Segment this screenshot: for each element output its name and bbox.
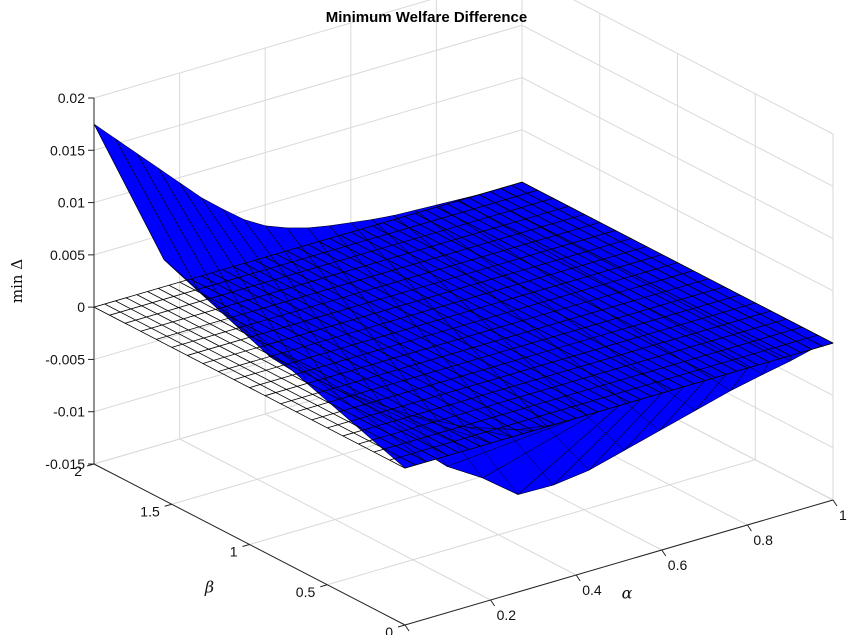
alpha-tick [575, 574, 581, 582]
surface-mesh-line [93, 124, 165, 260]
beta-tick-label: 0 [385, 624, 393, 635]
plane-mesh-line [249, 262, 678, 389]
surface-mesh-line [457, 199, 763, 375]
alpha-tick-label: 1 [839, 507, 847, 523]
plane-mesh-line [202, 238, 631, 364]
surface-mesh-line [200, 197, 342, 401]
surface-mesh-line [372, 219, 625, 451]
alpha-axis-label: α [622, 584, 633, 603]
alpha-tick [746, 524, 752, 532]
beta-tick [242, 544, 250, 547]
plane-mesh-line [311, 294, 740, 421]
alpha-tick-label: 0.8 [753, 532, 773, 548]
grid-line [521, 24, 834, 187]
chart-title: Minimum Welfare Difference [325, 9, 528, 26]
plane-mesh-line [389, 334, 818, 461]
beta-tick-label: 2 [74, 463, 82, 479]
plane-mesh-line [218, 246, 647, 372]
alpha-tick-label: 0.2 [497, 607, 517, 623]
alpha-axis-line [404, 499, 834, 626]
grid-line [521, 129, 834, 292]
beta-tick [397, 624, 406, 628]
plane-mesh-line [358, 318, 787, 445]
plane-mesh-line [296, 286, 725, 413]
grid-line [93, 24, 523, 151]
plane-mesh-line [156, 213, 585, 340]
alpha-tick-label: 0.4 [582, 582, 602, 598]
plane-mesh-line [109, 189, 538, 316]
plane-mesh-line [124, 197, 554, 324]
grid-line [521, 77, 834, 240]
grid-line [573, 0, 834, 135]
alpha-tick-label: 0.6 [668, 557, 688, 573]
surface-mesh-line [329, 225, 554, 486]
plane-mesh-line [264, 270, 694, 397]
z-tick-label: 0.01 [58, 195, 85, 211]
beta-tick [164, 503, 172, 507]
surface-mesh-line [265, 225, 448, 467]
surface-mesh-line [222, 208, 377, 423]
z-axis-label: min Δ [8, 259, 26, 303]
plane-mesh-line [404, 342, 834, 469]
plane-mesh-line [187, 230, 616, 356]
beta-tick-label: 0.5 [296, 584, 316, 600]
plane-mesh-line [342, 310, 771, 437]
plane-mesh-line [233, 254, 663, 380]
z-tick-label: -0.015 [45, 456, 85, 472]
surface-mesh-line [243, 219, 412, 445]
beta-tick-label: 1 [230, 544, 238, 560]
z-tick-label: 0.02 [58, 90, 85, 106]
alpha-tick [661, 549, 667, 557]
beta-tick-label: 1.5 [140, 503, 160, 519]
surface-mesh-line [179, 182, 306, 379]
plane-mesh-line [93, 181, 523, 308]
surface-mesh-line [115, 138, 200, 293]
z-tick-label: -0.005 [45, 351, 85, 367]
alpha-tick [404, 624, 410, 632]
plane-mesh-line [327, 302, 756, 429]
grid-line [93, 0, 432, 99]
z-tick-label: 0.015 [50, 142, 85, 158]
plane-mesh-line [140, 205, 569, 332]
surface-mesh-line [157, 168, 271, 357]
surface-mesh-line [350, 222, 589, 471]
grid-line [327, 459, 756, 586]
z-tick-label: 0 [77, 299, 85, 315]
plane-mesh-line [373, 326, 803, 453]
beta-tick [320, 584, 328, 588]
surface-mesh-line [286, 227, 483, 478]
beta-axis-label: β [204, 578, 214, 597]
z-tick-label: 0.005 [50, 247, 85, 263]
z-tick-label: -0.01 [53, 404, 85, 420]
alpha-tick [490, 599, 496, 607]
plane-mesh-line [280, 278, 709, 405]
alpha-tick [832, 499, 838, 507]
plane-mesh-line [171, 222, 600, 348]
